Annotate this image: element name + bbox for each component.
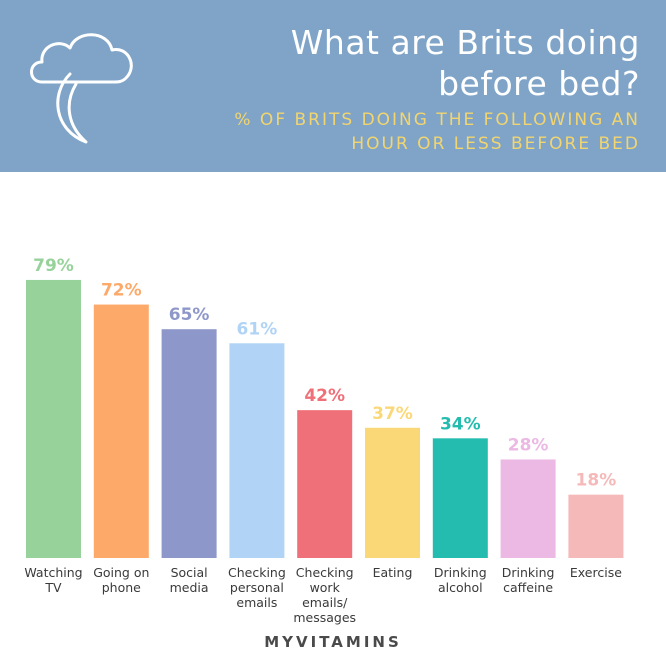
bar-5 [365, 427, 420, 558]
value-label-1: 72% [101, 281, 142, 301]
value-label-6: 34% [440, 414, 481, 434]
value-label-8: 18% [576, 471, 617, 491]
title-line-2: before bed? [438, 64, 640, 103]
bar-1 [93, 304, 149, 558]
subtitle-line-1: % OF BRITS DOING THE FOLLOWING AN [234, 110, 640, 130]
bar-3 [229, 343, 285, 558]
value-label-5: 37% [372, 404, 413, 424]
cloud-moon-icon [30, 33, 133, 144]
bar-7 [500, 459, 556, 558]
brand-logo: MYVITAMINS [264, 633, 402, 651]
category-label-0: Watching TV [24, 565, 82, 595]
bar-chart: 79% Watching TV 72% Going on phone 65% Social me… [24, 256, 624, 625]
value-label-3: 61% [237, 319, 278, 339]
value-label-7: 28% [508, 435, 549, 455]
category-label-8: Exercise [570, 565, 622, 580]
category-label-5: Eating [373, 565, 413, 580]
value-label-0: 79% [33, 256, 74, 276]
bar-0 [26, 279, 81, 558]
bar-8 [568, 494, 624, 558]
category-label-4: Checking work emails/messages [293, 565, 356, 625]
value-label-4: 42% [304, 386, 345, 406]
bar-2 [161, 329, 217, 558]
category-label-3: Checking personal emails [228, 565, 286, 610]
chart-subtitle: % OF BRITS DOING THE FOLLOWING AN HOUR O… [140, 108, 640, 156]
chart-title: What are Brits doing before bed? [180, 22, 640, 104]
title-line-1: What are Brits doing [290, 23, 640, 62]
value-label-2: 65% [169, 305, 210, 325]
category-label-1: Going on phone [93, 565, 149, 595]
header-banner: What are Brits doing before bed? % OF BR… [0, 0, 666, 172]
bar-4 [297, 410, 353, 558]
category-label-2: Social media [170, 565, 209, 595]
subtitle-line-2: HOUR OR LESS BEFORE BED [351, 134, 640, 154]
category-label-6: Drinking alcohol [434, 565, 487, 595]
bar-6 [432, 438, 488, 558]
category-label-7: Drinking caffeine [502, 565, 555, 595]
